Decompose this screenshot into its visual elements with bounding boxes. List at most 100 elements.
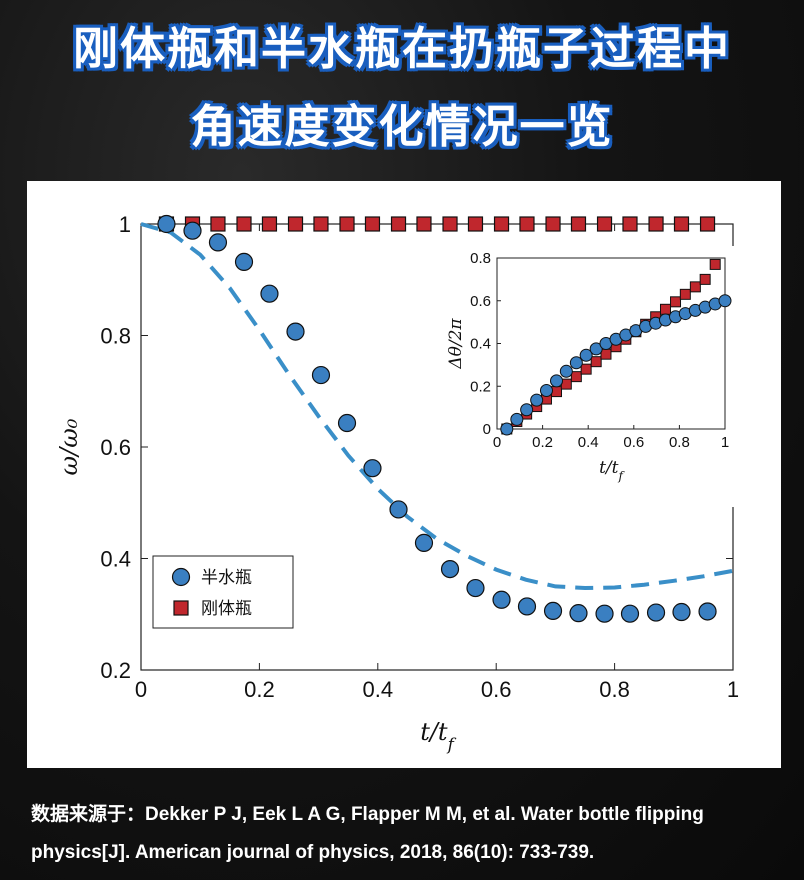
- point-half-water: [492, 590, 511, 609]
- inset-point-rigid: [580, 363, 592, 375]
- point-rigid: [416, 216, 432, 232]
- point-half-water: [157, 214, 176, 234]
- inset-point-half-water: [500, 422, 514, 436]
- page-title-line-1: 刚体瓶和半水瓶在扔瓶子过程中: [72, 22, 731, 75]
- point-rigid: [648, 216, 664, 232]
- point-rigid: [570, 216, 587, 232]
- y-tick-label: 0.8: [100, 324, 131, 349]
- point-rigid: [519, 216, 535, 232]
- point-half-water: [234, 252, 254, 272]
- point-half-water: [337, 413, 357, 433]
- inset-x-tick-label: 0.8: [669, 434, 690, 451]
- point-rigid: [364, 216, 381, 232]
- inset-y-tick-label: 0.4: [470, 336, 491, 353]
- point-rigid: [622, 216, 638, 232]
- legend-marker-rigid: [173, 600, 189, 616]
- point-half-water: [286, 322, 305, 341]
- point-half-water: [208, 233, 228, 252]
- chart-panel: 0 0.2 0.4 0.6 0.8 1 0.2 0.4 0.6 0.8 1 t/tf ω/ω₀ 半水瓶刚…: [27, 181, 781, 768]
- inset-point-half-water: [510, 412, 524, 426]
- legend-box: [152, 555, 294, 629]
- inset-x-tick-label: 0.2: [532, 434, 553, 451]
- inset-point-rigid: [699, 273, 711, 285]
- point-rigid: [493, 216, 510, 232]
- inset-point-rigid: [659, 303, 671, 315]
- inset-x-tick-label: 1: [721, 434, 729, 451]
- point-half-water: [672, 602, 691, 622]
- page-title-line-2: 角速度变化情况一览: [190, 100, 614, 153]
- inset-y-tick-label: 0.2: [470, 378, 491, 395]
- point-rigid: [287, 216, 304, 232]
- legend-label-rigid: 刚体瓶: [201, 599, 252, 619]
- x-tick-label: 0.8: [599, 677, 630, 702]
- y-tick-label: 0.6: [100, 435, 131, 460]
- x-axis-label: t/tf: [420, 718, 456, 754]
- point-half-water: [466, 578, 485, 598]
- main-axes: 0 0.2 0.4 0.6 0.8 1 0.2 0.4 0.6 0.8 1 t/tf ω/ω₀: [55, 212, 739, 754]
- inset-point-half-water: [530, 393, 544, 407]
- point-rigid: [339, 216, 355, 232]
- inset-x-tick-label: 0: [493, 434, 501, 451]
- y-tick-label: 0.4: [100, 547, 131, 572]
- point-half-water: [414, 533, 434, 552]
- legend-marker-half-water: [171, 567, 191, 587]
- inset-point-half-water: [520, 403, 534, 417]
- inset-point-rigid: [570, 371, 582, 383]
- inset-point-rigid: [670, 296, 682, 308]
- point-rigid: [596, 216, 613, 232]
- inset-point-half-water: [550, 374, 564, 388]
- inset-axes: 0 0.2 0.4 0.6 0.8 1 0 0.2 0.4 0.6 0.8 t/tf Δθ/2π: [445, 246, 743, 507]
- point-rigid: [390, 216, 407, 232]
- inset-point-half-water: [718, 294, 732, 308]
- main-marks: [140, 214, 734, 623]
- inset-y-tick-label: 0.6: [470, 293, 491, 310]
- point-half-water: [646, 603, 666, 622]
- point-half-water: [595, 604, 614, 623]
- inset-point-rigid: [600, 348, 612, 360]
- y-tick-label: 0.2: [100, 658, 131, 683]
- chart-svg: 0 0.2 0.4 0.6 0.8 1 0.2 0.4 0.6 0.8 1 t/tf ω/ω₀ 半水瓶刚…: [55, 212, 743, 754]
- inset-point-half-water: [589, 342, 603, 356]
- x-tick-label: 1: [727, 677, 739, 702]
- inset-point-half-water: [539, 384, 553, 398]
- x-tick-label: 0.4: [363, 677, 394, 702]
- point-half-water: [569, 604, 588, 623]
- y-tick-label: 1: [119, 212, 131, 237]
- inset-x-axis-label: t/tf: [599, 458, 625, 483]
- point-rigid: [313, 216, 329, 232]
- x-tick-label: 0.6: [481, 677, 512, 702]
- point-half-water: [363, 459, 382, 478]
- inset-y-tick-label: 0.8: [470, 250, 491, 267]
- point-rigid: [467, 216, 484, 232]
- inset-y-tick-label: 0: [483, 421, 491, 438]
- inset-x-tick-label: 0.4: [578, 434, 599, 451]
- point-half-water: [389, 500, 408, 519]
- y-axis-label: ω/ω₀: [55, 418, 83, 475]
- inset-y-axis-label: Δθ/2π: [446, 318, 466, 370]
- inset-point-rigid: [551, 386, 563, 398]
- point-rigid: [673, 216, 690, 232]
- inset-point-half-water: [559, 364, 573, 378]
- inset-x-tick-label: 0.6: [623, 434, 644, 451]
- point-half-water: [543, 601, 563, 621]
- inset-point-rigid: [689, 281, 701, 293]
- point-half-water: [440, 559, 460, 579]
- point-rigid: [545, 216, 561, 232]
- point-half-water: [260, 284, 279, 303]
- inset-marks: [500, 258, 732, 436]
- inset-point-rigid: [679, 288, 691, 300]
- inset-point-half-water: [569, 356, 583, 370]
- inset-point-rigid: [709, 258, 721, 270]
- point-rigid: [442, 216, 458, 232]
- x-tick-label: 0.2: [244, 677, 275, 702]
- point-half-water: [620, 604, 640, 623]
- point-half-water: [183, 221, 202, 240]
- point-rigid: [210, 216, 226, 232]
- legend-label-half-water: 半水瓶: [201, 568, 252, 588]
- point-rigid: [236, 216, 252, 232]
- point-half-water: [698, 602, 717, 621]
- point-rigid: [261, 216, 278, 232]
- source-citation: 数据来源于：Dekker P J, Eek L A G, Flapper M M…: [31, 804, 704, 863]
- inset-point-half-water: [579, 348, 593, 362]
